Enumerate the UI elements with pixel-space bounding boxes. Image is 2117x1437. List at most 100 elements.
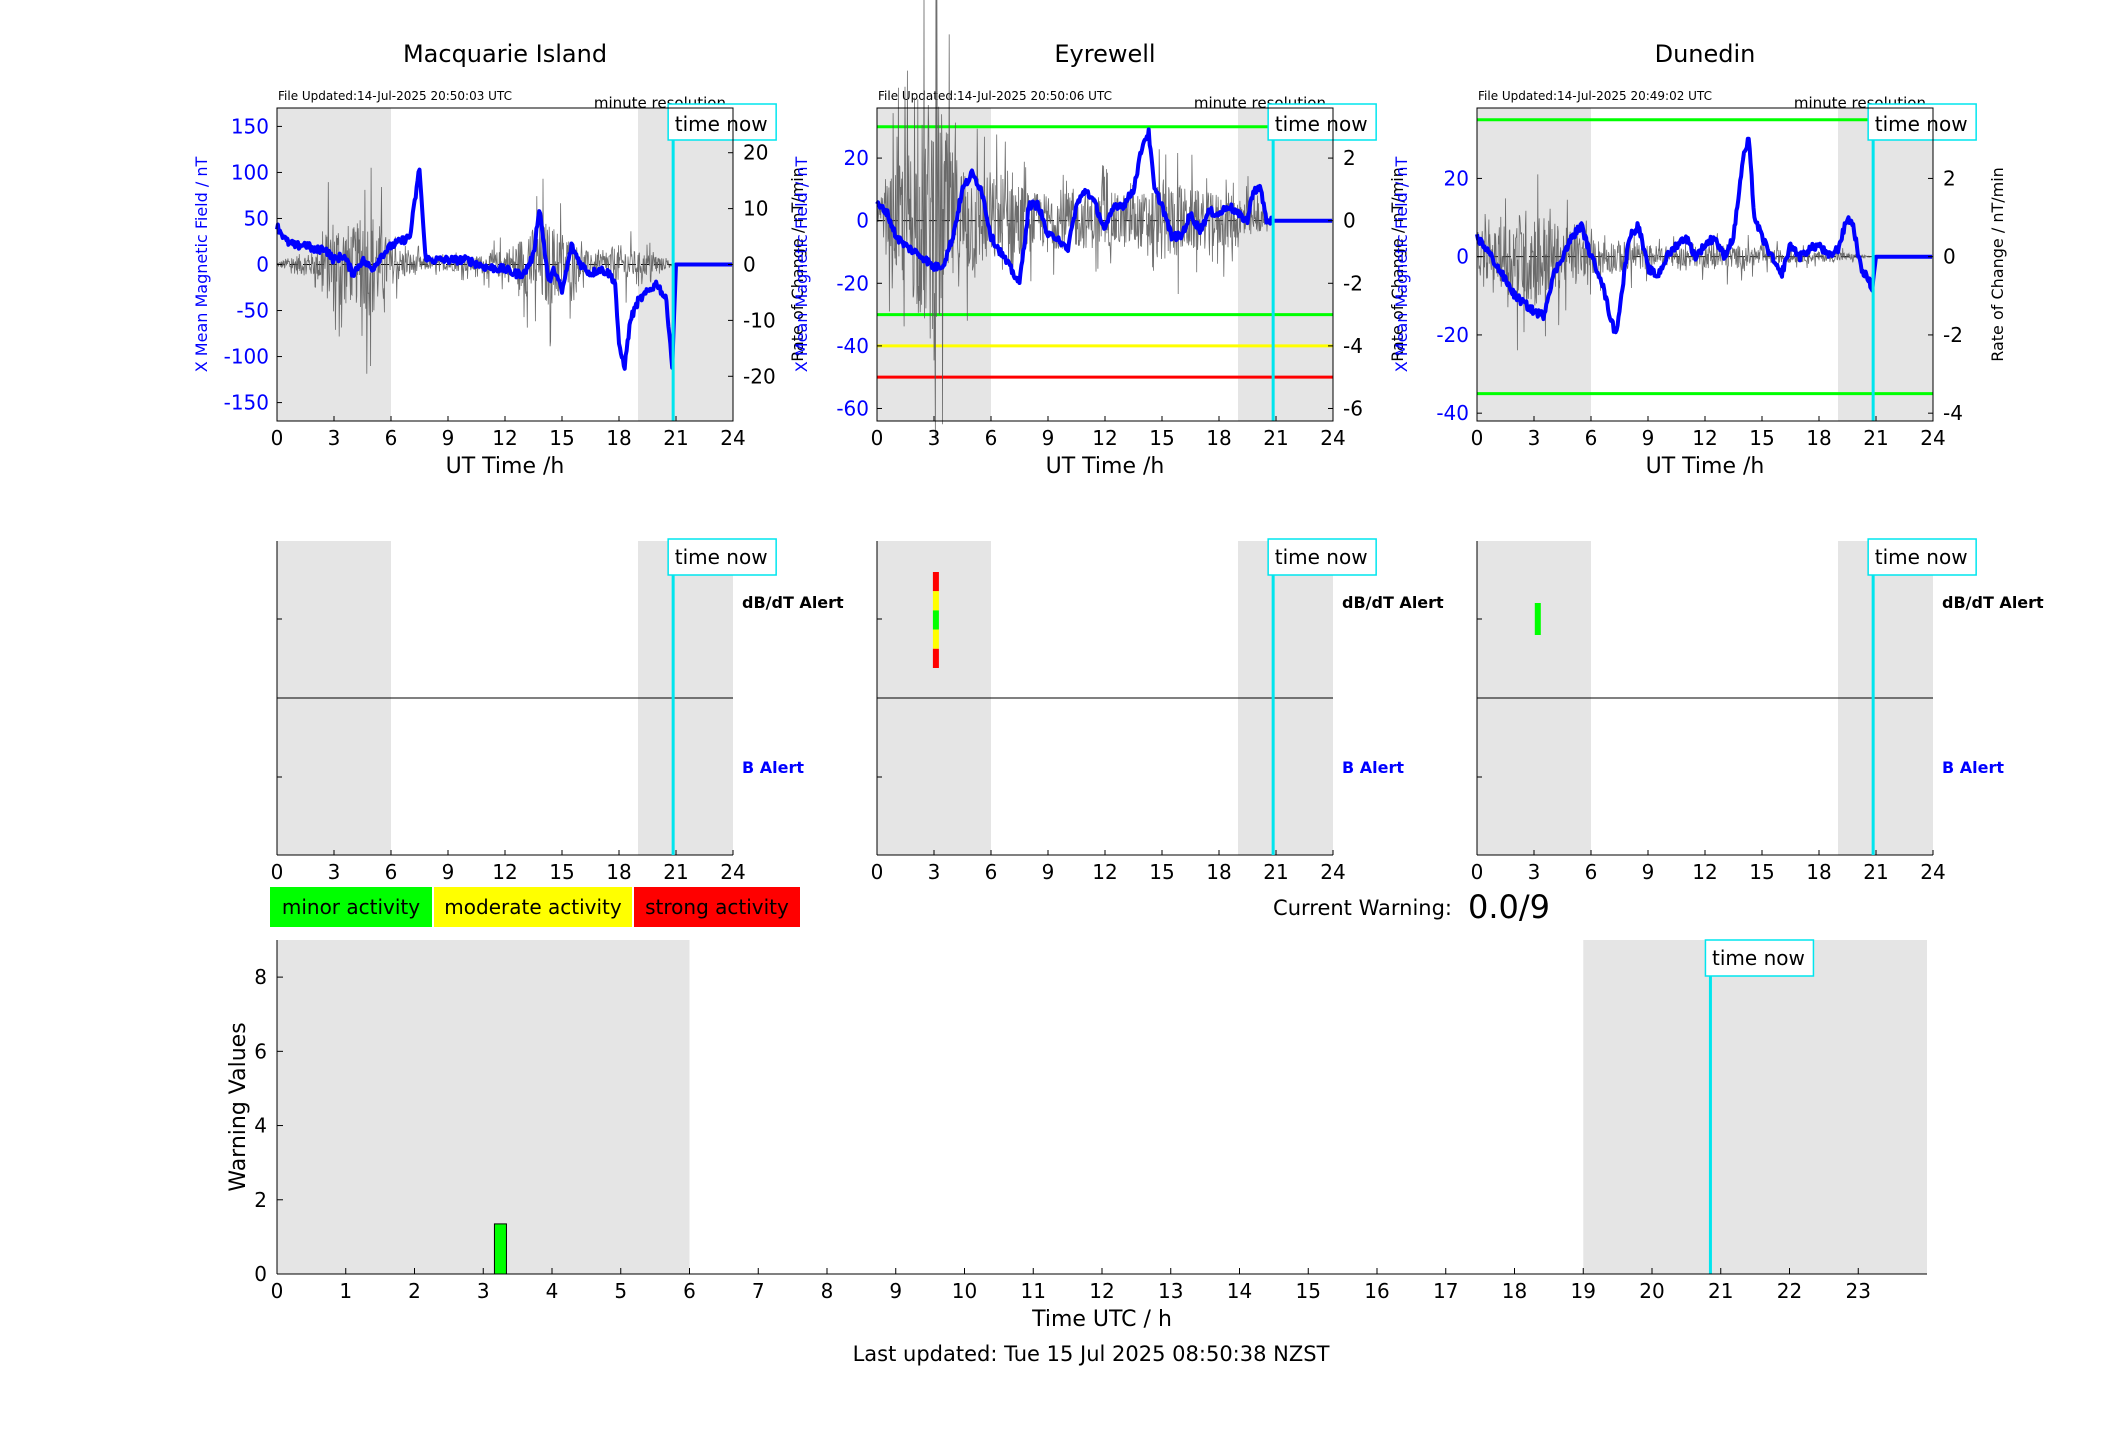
x-tick-label: 6 [985,426,998,450]
x-tick-label: 0 [271,426,284,450]
x-tick-label: 12 [1692,426,1717,450]
legend-label: moderate activity [444,895,622,919]
station-title: Dunedin [1655,40,1756,68]
y-axis-label: Warning Values [226,1022,251,1191]
shaded-period [1583,940,1927,1274]
x-axis-label: UT Time /h [446,454,565,479]
dbdt-alert-label: dB/dT Alert [1942,593,2044,612]
x-tick-label: 6 [1585,860,1598,884]
magnetic-field-plot: File Updated:14-Jul-2025 20:50:03 UTC min… [192,89,807,479]
x-tick-label: 12 [1092,426,1117,450]
y-left-tick-label: -50 [236,299,269,323]
last-updated-text: Last updated: Tue 15 Jul 2025 08:50:38 N… [853,1342,1330,1366]
rate-of-change-series [1476,174,1874,351]
x-tick-label: 3 [328,860,341,884]
x-tick-label: 18 [1206,426,1231,450]
x-mean-field-series [875,127,1334,285]
x-tick-label: 12 [1692,860,1717,884]
x-tick-label: 21 [663,860,688,884]
shaded-period [1238,108,1333,421]
x-tick-label: 19 [1571,1279,1596,1303]
time-now-label: time now [1275,112,1368,136]
x-tick-label: 12 [1089,1279,1114,1303]
x-tick-label: 6 [683,1279,696,1303]
y-left-axis-label: X Mean Magnetic Field / nT [792,157,811,373]
b-alert-label: B Alert [742,758,804,777]
x-tick-label: 13 [1158,1279,1183,1303]
x-tick-label: 0 [1471,860,1484,884]
y-right-tick-label: -6 [1343,396,1363,420]
x-tick-label: 18 [1806,860,1831,884]
x-tick-label: 0 [1471,426,1484,450]
file-updated-text: File Updated:14-Jul-2025 20:49:02 UTC [1478,89,1712,103]
y-right-tick-label: -10 [743,308,776,332]
y-tick-label: 6 [254,1039,267,1063]
y-left-tick-label: 0 [856,209,869,233]
legend-swatch [634,887,800,927]
legend-swatch [270,887,432,927]
station-eyrewell: Eyrewell File Updated:14-Jul-2025 20:50:0… [792,0,1444,884]
x-tick-label: 0 [871,860,884,884]
file-updated-text: File Updated:14-Jul-2025 20:50:03 UTC [278,89,512,103]
time-now-box [667,103,777,141]
x-tick-label: 12 [492,860,517,884]
legend-swatch [434,887,632,927]
dbdt-alert-mark [932,629,939,649]
x-tick-label: 2 [408,1279,421,1303]
y-left-tick-label: -40 [1436,401,1469,425]
y-left-axis-label: X Mean Magnetic Field / nT [1392,157,1411,373]
rate-of-change-series [276,167,674,374]
alert-plot: time now dB/dT Alert B Alert 0 3 6 9 12 15 18 21 24 [271,538,844,884]
y-left-tick-label: 0 [256,253,269,277]
x-tick-label: 12 [1092,860,1117,884]
y-right-axis-label: Rate of Change / nT/min [1988,167,2007,362]
warning-bar [493,1223,507,1275]
dbdt-alert-mark [932,610,939,630]
x-tick-label: 18 [606,426,631,450]
y-left-tick-label: -100 [224,345,269,369]
y-right-tick-label: -20 [743,364,776,388]
x-tick-label: 20 [1639,1279,1664,1303]
x-tick-label: 21 [1863,426,1888,450]
y-left-tick-label: -60 [836,396,869,420]
current-warning-value: 0.0/9 [1468,888,1550,926]
legend-label: strong activity [645,895,789,919]
current-warning-label: Current Warning: [1273,896,1452,920]
station-title: Eyrewell [1054,40,1155,68]
x-tick-label: 5 [614,1279,627,1303]
time-now-box [1267,538,1377,576]
x-tick-label: 15 [1296,1279,1321,1303]
x-tick-label: 15 [549,860,574,884]
x-tick-label: 14 [1227,1279,1252,1303]
x-axis-label: Time UTC / h [1031,1307,1172,1332]
y-tick-label: 4 [254,1114,267,1138]
x-tick-label: 7 [752,1279,765,1303]
time-now-label: time now [675,545,768,569]
time-now-label: time now [1875,112,1968,136]
x-tick-label: 24 [1320,860,1345,884]
x-tick-label: 15 [1749,426,1774,450]
x-tick-label: 6 [1585,426,1598,450]
x-tick-label: 15 [1149,426,1174,450]
y-tick-label: 0 [254,1262,267,1286]
b-alert-label: B Alert [1342,758,1404,777]
activity-legend: minor activity moderate activity strong ac… [270,887,800,927]
x-tick-label: 9 [1042,860,1055,884]
station-panels: Macquarie Island File Updated:14-Jul-2025… [192,0,2044,884]
y-right-axis-label: Rate of Change / nT/min [788,167,807,362]
shaded-period [277,940,690,1274]
x-tick-label: 15 [1149,860,1174,884]
y-left-tick-label: 50 [244,206,269,230]
x-tick-label: 8 [821,1279,834,1303]
dbdt-alert-mark [932,648,939,668]
y-tick-label: 8 [254,965,267,989]
x-tick-label: 21 [1263,426,1288,450]
x-tick-label: 3 [1528,860,1541,884]
x-tick-label: 17 [1433,1279,1458,1303]
b-alert-label: B Alert [1942,758,2004,777]
file-updated-text: File Updated:14-Jul-2025 20:50:06 UTC [878,89,1112,103]
dbdt-alert-mark [932,572,939,592]
y-right-tick-label: 0 [743,253,756,277]
shaded-period [1838,108,1933,421]
